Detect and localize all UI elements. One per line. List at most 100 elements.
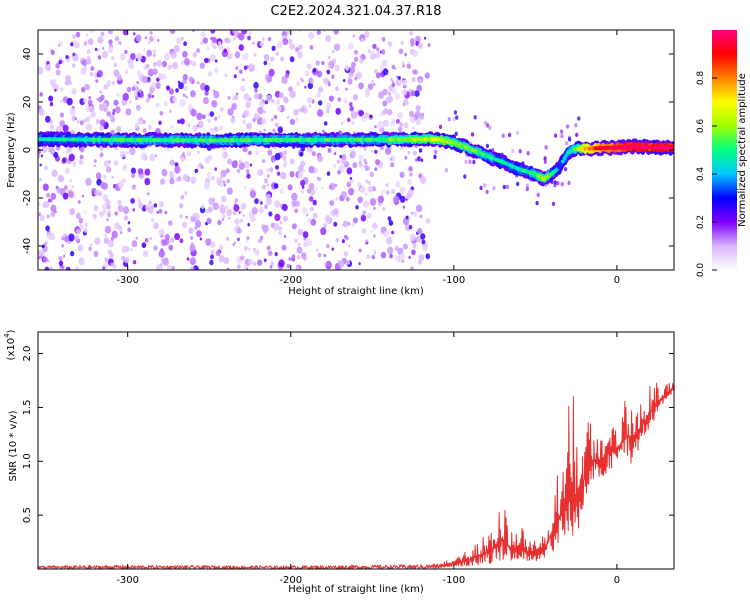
spectrogram-noise-cell (227, 108, 234, 116)
spectrogram-noise-cell (418, 148, 423, 153)
spectrogram-noise-cell (439, 124, 443, 129)
spectrogram-noise-cell (425, 253, 431, 260)
spectrogram-noise-cell (370, 50, 374, 55)
spectrogram-noise-cell (113, 99, 119, 106)
spectrogram-noise-cell (174, 233, 181, 241)
spectrogram-noise-cell (68, 233, 75, 242)
top-y-axis: -40 -20 0 20 40 (22, 48, 674, 254)
spectrogram-noise-cell (226, 187, 233, 195)
spectrogram-noise-cell (224, 73, 228, 78)
spectrogram-noise-cell (194, 226, 198, 230)
spectrogram-noise-cell (158, 228, 165, 237)
spectrogram-noise-cell (104, 233, 107, 238)
snr-series (38, 382, 674, 569)
snr-line (38, 382, 674, 569)
spectrogram-noise-cell (328, 95, 334, 102)
spectrogram-noise-cell (248, 258, 253, 265)
spectrogram-noise-cell (373, 206, 376, 211)
spectrogram-noise-cell (342, 220, 349, 228)
x-tick-label: -200 (279, 575, 302, 586)
spectrogram-noise-cell (75, 212, 81, 220)
spectrogram-noise-cell (317, 154, 323, 163)
spectrogram-noise-cell (179, 203, 184, 209)
spectrogram-noise-cell (298, 108, 302, 113)
spectrogram-noise-cell (417, 156, 421, 162)
spectrogram-noise-cell (324, 262, 327, 266)
spectrogram-noise-cell (183, 85, 188, 91)
spectrogram-noise-cell (131, 173, 135, 178)
spectrogram-noise-cell (99, 90, 102, 94)
spectrogram-noise-cell (204, 84, 210, 92)
spectrogram-noise-cell (111, 175, 114, 179)
spectrogram-noise-cell (79, 154, 84, 160)
spectrogram-noise-cell (209, 111, 215, 117)
spectrogram-noise-cell (345, 87, 348, 91)
spectrogram-noise-cell (72, 63, 76, 68)
spectrogram-noise-cell (147, 93, 152, 99)
spectrogram-noise-cell (391, 230, 395, 235)
spectrogram-noise-cell (118, 180, 125, 189)
spectrogram-noise-cell (401, 88, 408, 96)
spectrogram-noise-cell (126, 86, 132, 93)
spectrogram-noise-cell (339, 154, 343, 159)
spectrogram-noise-cell (323, 253, 327, 258)
spectrogram-noise-cell (391, 64, 395, 70)
spectrogram-noise-cell (326, 69, 331, 75)
spectrogram-noise-cell (280, 56, 285, 62)
spectrogram-noise-cell (388, 220, 394, 226)
spectrogram-noise-cell (198, 162, 203, 167)
spectrogram-noise-cell (233, 94, 239, 101)
spectrogram-noise-cell (248, 63, 254, 70)
spectrogram-noise-cell (372, 222, 378, 230)
spectrogram-noise-cell (109, 252, 114, 258)
spectrogram-noise-cell (356, 71, 363, 80)
spectrogram-noise-cell (153, 246, 157, 250)
spectrogram-noise-cell (283, 174, 287, 179)
spectrogram-noise-cell (181, 221, 188, 229)
spectrogram-noise-cell (238, 32, 245, 41)
spectrogram-noise-cell (483, 120, 488, 126)
spectrogram-noise-cell (405, 215, 409, 220)
spectrogram-noise-cell (129, 100, 132, 104)
spectrogram-noise-cell (264, 100, 268, 105)
spectrogram-noise-cell (71, 185, 75, 189)
spectrogram-noise-cell (263, 110, 267, 114)
spectrogram-noise-cell (486, 123, 490, 128)
spectrogram-noise-cell (89, 30, 94, 34)
spectrogram-noise-cell (85, 177, 92, 186)
spectrogram-noise-cell (367, 83, 374, 91)
spectrogram-noise-cell (468, 159, 472, 164)
spectrogram-noise-cell (377, 120, 384, 129)
spectrogram-noise-cell (226, 236, 230, 241)
spectrogram-noise-cell (385, 147, 392, 155)
spectrogram-noise-cell (346, 117, 351, 123)
spectrogram-noise-cell (163, 101, 168, 107)
spectrogram-noise-cell (371, 254, 376, 260)
spectrogram-noise-cell (192, 30, 195, 33)
spectrogram-noise-cell (200, 31, 206, 38)
spectrogram-noise-cell (298, 165, 304, 173)
spectrogram-noise-cell (485, 189, 489, 195)
spectrogram-noise-cell (420, 158, 424, 162)
spectrogram-noise-cell (271, 45, 276, 51)
spectrogram-noise-cell (213, 90, 220, 99)
spectrogram-noise-cell (99, 124, 105, 131)
spectrogram-noise-cell (169, 177, 175, 185)
spectrogram-noise-cell (308, 182, 315, 190)
spectrogram-noise-cell (81, 194, 85, 198)
spectrogram-noise-cell (297, 171, 304, 180)
spectrogram-noise-cell (62, 124, 69, 133)
spectrogram-noise-cell (412, 126, 415, 130)
spectrogram-noise-cell (63, 96, 67, 101)
spectrogram-noise-cell (209, 127, 214, 134)
spectrogram-noise-cell (268, 62, 271, 65)
spectrogram-noise-cell (357, 196, 363, 204)
spectrogram-noise-cell (201, 114, 206, 120)
spectrogram-noise-cell (164, 210, 168, 215)
spectrogram-noise-cell (419, 114, 425, 120)
y-tick-label: -40 (22, 238, 33, 254)
spectrogram-noise-cell (274, 213, 281, 222)
spectrogram-noise-cell (374, 149, 378, 154)
y-tick-label: -20 (22, 190, 33, 206)
